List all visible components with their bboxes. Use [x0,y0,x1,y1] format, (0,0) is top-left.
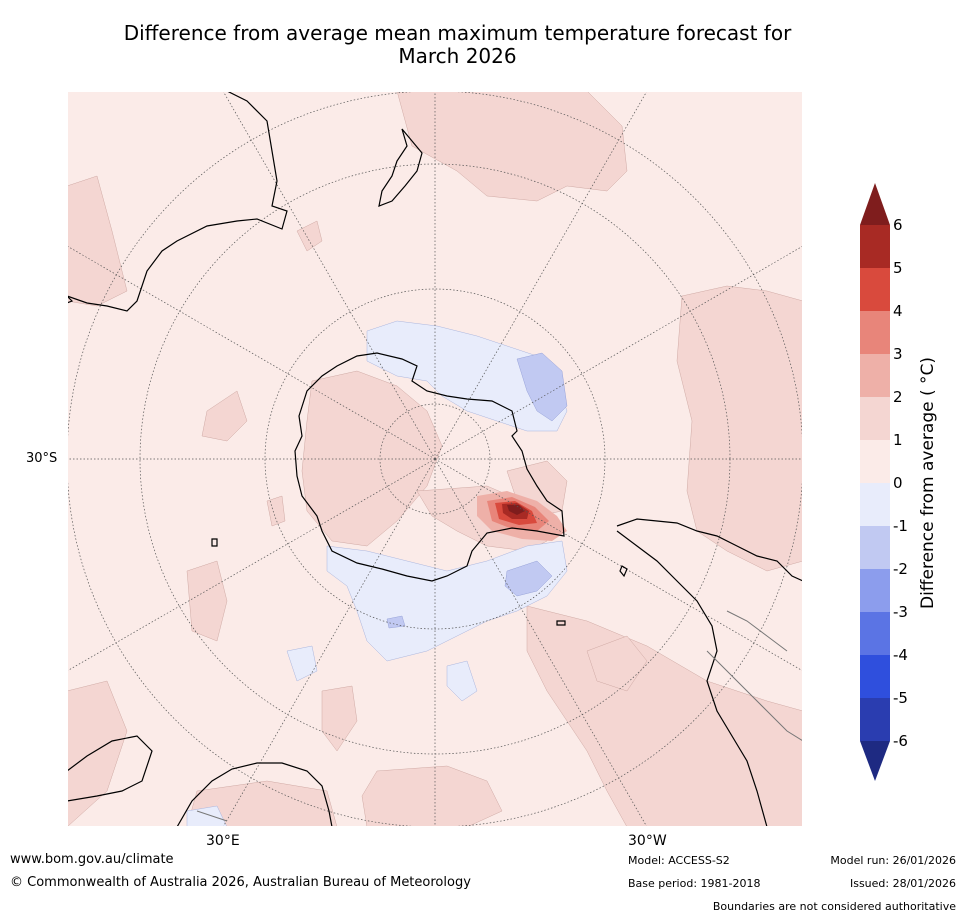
colorbar-tick-4: 4 [893,302,903,320]
new-zealand-coast [378,128,423,207]
colorbar-tick-3: 3 [893,345,903,363]
anomaly-minus2-to-minus1-regions [386,352,568,629]
footer-issued: Issued: 28/01/2026 [849,877,956,890]
colorbar-band-m3-m2 [860,569,890,612]
colorbar-band-0-1 [860,440,890,483]
colorbar-arrow-top [860,183,890,225]
colorbar-band-m5-m4 [860,655,890,698]
footer-model-run: Model run: 26/01/2026 [830,854,956,867]
colorbar-tick-m5: -5 [893,689,908,707]
colorbar-band-m4-m3 [860,612,890,655]
colorbar-tick-0: 0 [893,474,903,492]
colorbar-tick-m1: -1 [893,517,908,535]
footer-url[interactable]: www.bom.gov.au/climate [10,852,174,867]
colorbar-band-4-5 [860,268,890,311]
australia-coast [67,91,288,312]
map-title: Difference from average mean maximum tem… [60,22,855,68]
colorbar-band-m6-m5 [860,698,890,741]
south-america-west-coast [616,530,768,827]
africa-coast [176,762,333,827]
colorbar-tick-m2: -2 [893,560,908,578]
map-frame [67,91,803,827]
colorbar-band-5-6 [860,225,890,268]
footer-copyright: © Commonwealth of Australia 2026, Austra… [10,875,471,890]
colorbar-tick-2: 2 [893,388,903,406]
madagascar-coast [67,735,153,802]
footer-base-period: Base period: 1981-2018 [628,877,761,890]
colorbar-band-2-3 [860,354,890,397]
colorbar-tick-5: 5 [893,259,903,277]
colorbar-tick-m6: -6 [893,732,908,750]
lon-label-30e: 30°E [206,833,240,849]
country-borders [196,610,803,822]
anomaly-1-to-2-regions [67,91,803,827]
colorbar-band-m1-0 [860,483,890,526]
lon-label-30w: 30°W [628,833,667,849]
forecast-map [67,91,803,827]
antarctica-coast [294,352,565,582]
graticule [67,91,803,827]
footer-model: Model: ACCESS-S2 [628,854,730,867]
colorbar: 6 5 4 3 2 1 0 -1 -2 -3 -4 -5 -6 [855,180,965,785]
title-line-1: Difference from average mean maximum tem… [123,21,792,45]
colorbar-tick-6: 6 [893,216,903,234]
colorbar-label: Difference from average ( °C) [918,356,938,610]
coastlines [67,91,803,827]
footer-disclaimer: Boundaries are not considered authoritat… [712,900,956,913]
colorbar-tick-m3: -3 [893,603,908,621]
colorbar-band-3-4 [860,311,890,354]
colorbar-band-1-2 [860,397,890,440]
colorbar-tick-1: 1 [893,431,903,449]
colorbar-arrow-bottom [860,741,890,781]
title-line-2: March 2026 [398,44,517,68]
colorbar-band-m2-m1 [860,526,890,569]
lat-label-30s: 30°S [26,451,58,466]
south-america-coast [616,518,803,582]
warm-hotspot [477,491,567,541]
colorbar-tick-m4: -4 [893,646,908,664]
